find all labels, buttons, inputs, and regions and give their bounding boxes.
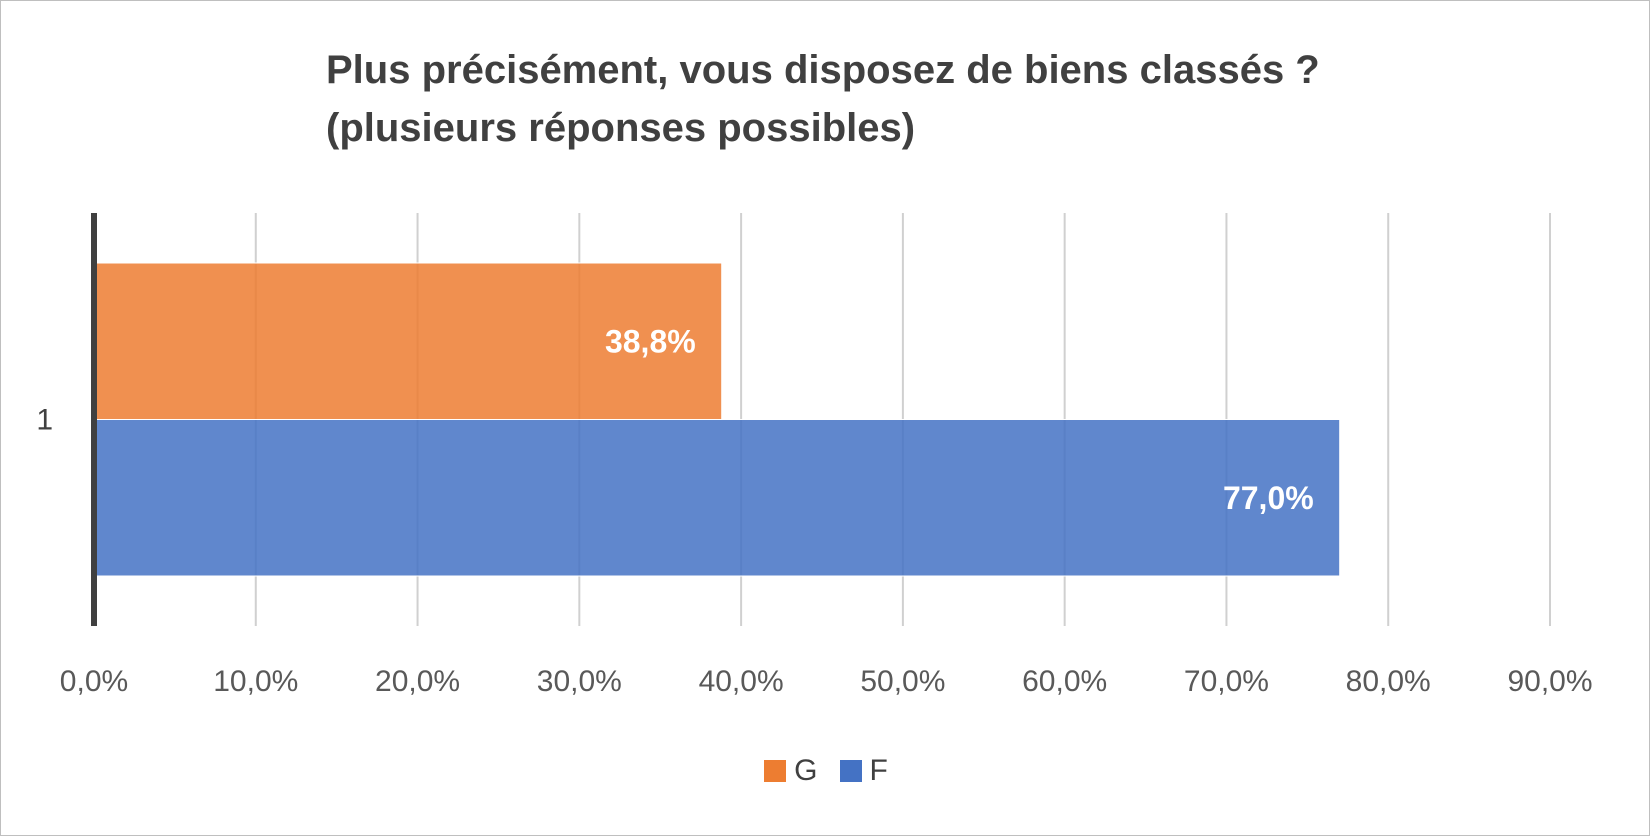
data-label-g-0: 38,8% bbox=[605, 323, 696, 359]
legend-swatch-f bbox=[839, 760, 862, 782]
legend-swatch-g bbox=[764, 760, 787, 782]
legend: G F bbox=[746, 731, 906, 811]
x-tick-label-3: 30,0% bbox=[537, 665, 622, 698]
chart-title-line-2: (plusieurs réponses possibles) bbox=[326, 106, 916, 150]
x-tick-label-5: 50,0% bbox=[860, 665, 945, 698]
x-tick-label-0: 0,0% bbox=[60, 665, 128, 698]
chart-title-line-1: Plus précisément, vous disposez de biens… bbox=[326, 48, 1320, 92]
bar-g-0 bbox=[93, 262, 723, 420]
x-tick-label-6: 60,0% bbox=[1022, 665, 1107, 698]
bar-f-0 bbox=[93, 419, 1341, 577]
legend-item-f: F bbox=[839, 754, 888, 788]
category-label-0: 1 bbox=[36, 404, 53, 437]
x-tick-label-8: 80,0% bbox=[1346, 665, 1431, 698]
data-label-f-0: 77,0% bbox=[1223, 480, 1314, 516]
chart-title: Plus précisément, vous disposez de biens… bbox=[326, 41, 1526, 157]
x-tick-label-1: 10,0% bbox=[213, 665, 298, 698]
x-tick-label-7: 70,0% bbox=[1184, 665, 1269, 698]
legend-label-g: G bbox=[794, 754, 818, 787]
x-tick-label-2: 20,0% bbox=[375, 665, 460, 698]
x-tick-label-9: 90,0% bbox=[1507, 665, 1592, 698]
legend-item-g: G bbox=[764, 754, 818, 788]
legend-label-f: F bbox=[869, 754, 888, 787]
x-tick-label-4: 40,0% bbox=[699, 665, 784, 698]
